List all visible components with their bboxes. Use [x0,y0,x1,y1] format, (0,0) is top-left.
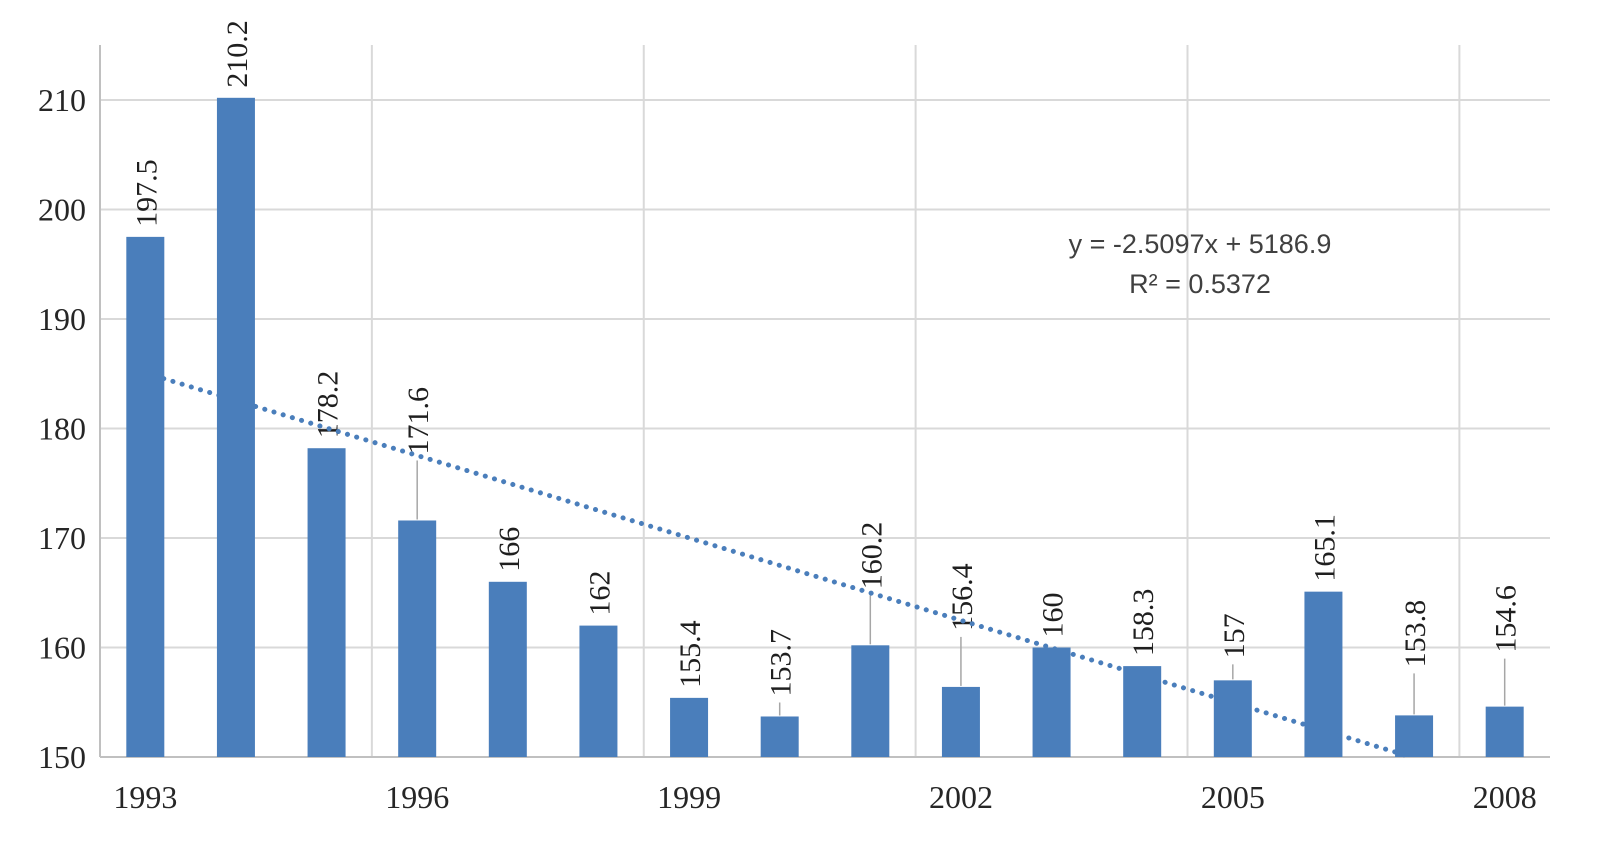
bar-1995 [307,448,346,757]
bar-2006 [1304,591,1343,757]
y-tick-label-180: 180 [38,411,86,447]
bar-1997 [488,581,527,757]
bar-1994 [216,97,255,757]
x-tick-label-2005: 2005 [1201,779,1265,815]
bar-value-label-1993: 197.5 [130,159,163,227]
x-tick-label-2008: 2008 [1473,779,1537,815]
bar-value-label-2008: 154.6 [1490,585,1523,653]
bar-value-label-1998: 162 [583,571,616,616]
x-tick-label-2002: 2002 [929,779,993,815]
bar-value-label-2001: 160.2 [855,522,888,590]
trendline-equation: y = -2.5097x + 5186.9 [1068,229,1332,259]
bar-2008 [1485,706,1524,757]
bar-value-label-1999: 155.4 [674,620,707,688]
x-tick-label-1999: 1999 [657,779,721,815]
bar-value-label-2003: 160 [1037,593,1070,638]
x-tick-label-1996: 1996 [385,779,449,815]
trendline-annotation: y = -2.5097x + 5186.9 R² = 0.5372 [1000,224,1400,304]
bar-value-label-1997: 166 [493,527,526,572]
bar-1998 [579,625,618,757]
trendline-r-squared: R² = 0.5372 [1129,269,1271,299]
bar-value-label-2005: 157 [1218,613,1251,658]
bar-value-label-2000: 153.7 [765,629,798,697]
y-tick-label-170: 170 [38,520,86,556]
bar-2000 [760,716,799,757]
bar-2005 [1213,680,1252,757]
bar-value-label-1996: 171.6 [402,387,435,455]
bar-1999 [670,697,709,757]
bar-1993 [126,236,165,757]
bar-value-label-2004: 158.3 [1127,589,1160,657]
y-tick-label-150: 150 [38,739,86,775]
bar-2002 [941,686,980,757]
bar-2007 [1395,715,1434,757]
y-tick-label-160: 160 [38,630,86,666]
bar-value-label-1994: 210.2 [221,20,254,88]
bar-value-label-2006: 165.1 [1308,514,1341,582]
bar-2001 [851,645,890,757]
bar-2003 [1032,647,1071,757]
trendline-dotted [142,370,1415,760]
y-tick-label-200: 200 [38,192,86,228]
x-tick-label-1993: 1993 [113,779,177,815]
y-tick-label-210: 210 [38,82,86,118]
y-tick-label-190: 190 [38,301,86,337]
bar-1996 [398,520,437,757]
bar-value-label-2007: 153.8 [1399,600,1432,668]
